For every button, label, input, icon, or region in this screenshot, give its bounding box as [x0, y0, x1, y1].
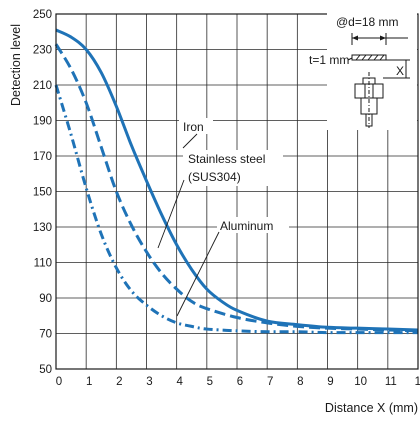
label-sus304: (SUS304)	[188, 170, 241, 184]
inset-plate-hatch-2	[361, 54, 367, 61]
series-line-stainless-steel-sus304	[54, 43, 419, 333]
annotation-stainless: Stainless steel (SUS304)	[157, 150, 283, 249]
leader-iron	[182, 133, 198, 149]
label-stainless: Stainless steel	[188, 152, 265, 166]
plot-frame	[55, 13, 419, 370]
y-tick-label-170: 170	[33, 151, 52, 163]
x-tick-label-8: 8	[297, 376, 303, 388]
inset-thickness-leader	[347, 57, 353, 61]
sensor-inset-diagram: @d=18 mm t=1 mm X	[309, 13, 417, 130]
y-tick-label-70: 70	[39, 329, 52, 341]
inset-plate-hatch-5	[379, 54, 385, 61]
y-axis-label: Detection level	[9, 24, 23, 106]
inset-thickness-label: t=1 mm	[309, 53, 349, 67]
inset-distance-label: X	[396, 64, 404, 78]
label-aluminum: Aluminum	[220, 219, 273, 233]
x-tick-label-2: 2	[116, 376, 122, 388]
y-tick-labels: 50 70 90 110 130 150 170 190 210 230 250	[33, 9, 52, 376]
x-tick-label-4: 4	[176, 376, 183, 388]
inset-plate-hatch-1	[355, 54, 361, 61]
x-tick-label-6: 6	[237, 376, 243, 388]
y-tick-label-230: 230	[33, 45, 52, 57]
y-tick-label-110: 110	[34, 258, 52, 270]
x-tick-label-7: 7	[267, 376, 273, 388]
inset-plate-hatch-4	[373, 54, 379, 61]
x-tick-label-0: 0	[56, 376, 62, 388]
inset-arrow-left	[352, 35, 358, 41]
x-tick-label-10: 10	[354, 376, 367, 388]
x-tick-labels: 0123456789101112	[56, 376, 420, 388]
x-tick-label-12: 12	[415, 376, 420, 388]
annotation-iron: Iron	[179, 118, 213, 149]
x-tick-label-5: 5	[207, 376, 213, 388]
inset-target-plate	[351, 54, 387, 61]
x-axis-label: Distance X (mm)	[325, 401, 418, 415]
y-tick-label-190: 190	[33, 116, 52, 128]
y-tick-label-150: 150	[33, 187, 52, 199]
series-layer	[54, 28, 419, 335]
y-tick-label-50: 50	[39, 364, 52, 376]
inset-plate-hatch-3	[367, 54, 373, 61]
label-iron: Iron	[183, 120, 204, 134]
y-tick-label-130: 130	[33, 222, 52, 234]
leader-aluminum	[176, 231, 220, 317]
x-tick-label-3: 3	[146, 376, 152, 388]
series-line-aluminum	[54, 84, 418, 335]
y-tick-label-210: 210	[33, 80, 52, 92]
annotation-aluminum: Aluminum	[176, 217, 289, 317]
x-tick-label-11: 11	[385, 376, 397, 388]
y-tick-label-90: 90	[39, 293, 52, 305]
inset-diameter-label: @d=18 mm	[336, 15, 399, 29]
inset-arrow-right	[380, 35, 386, 41]
leader-stainless	[157, 179, 185, 249]
x-tick-label-1: 1	[86, 376, 92, 388]
y-tick-label-250: 250	[33, 9, 52, 21]
x-tick-label-9: 9	[327, 376, 333, 388]
